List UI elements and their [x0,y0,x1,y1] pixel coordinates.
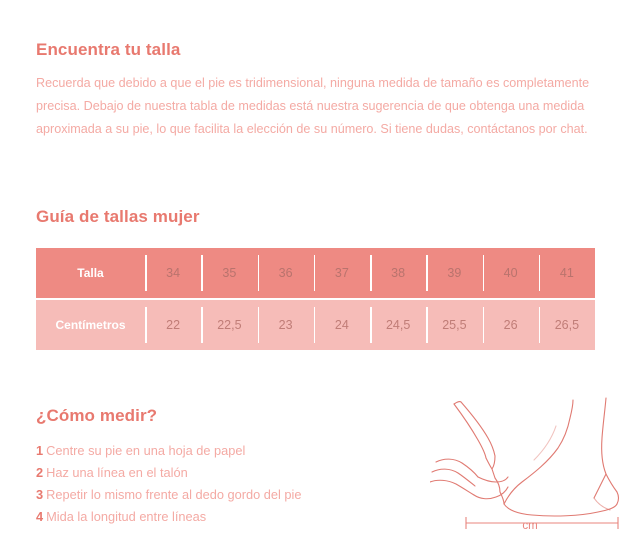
table-cell-talla-0: 34 [145,248,202,300]
step-number-1: 1 [36,443,44,458]
table-cell-talla-2: 36 [257,248,314,300]
table-cell-talla-3: 37 [313,248,370,300]
table-cell-talla-1: 35 [201,248,258,300]
table-cell-cm-0: 22 [145,299,201,350]
step-number-3: 3 [36,487,44,502]
intro-paragraph: Recuerda que debido a que el pie es trid… [36,76,590,136]
list-item: 3 Repetir lo mismo frente al dedo gordo d… [36,484,376,506]
size-guide-title: Guía de tallas mujer [36,207,200,226]
list-item: 2 Haz una línea en el talón [36,462,376,484]
how-to-measure-steps: 1 Centre su pie en una hoja de papel 2 Haz… [36,440,376,528]
table-cell-cm-3: 24 [313,299,370,350]
foot-measurement-illustration: cm [430,396,630,551]
row-header-centimetros: Centímetros [55,318,126,332]
table-cell-cm-4: 24,5 [370,299,426,350]
step-number-2: 2 [36,465,44,480]
table-cell-talla-7: 41 [538,248,595,300]
how-to-measure-title: ¿Cómo medir? [36,406,158,425]
step-number-4: 4 [36,509,44,524]
table-cell-cm-6: 26 [482,299,539,350]
table-cell-talla-5: 39 [426,248,483,300]
table-cell-cm-7: 26,5 [538,299,595,350]
foot-diagram-icon [430,397,620,529]
table-cell-cm-5: 25,5 [426,299,482,350]
step-text-3: Repetir lo mismo frente al dedo gordo de… [46,487,302,502]
table-cell-cm-1: 22,5 [201,299,257,350]
row-header-talla: Talla [36,248,145,300]
measurement-unit-label: cm [522,520,538,532]
list-item: 1 Centre su pie en una hoja de papel [36,440,376,462]
step-text-1: Centre su pie en una hoja de papel [46,443,246,458]
size-guide-table: Talla 34 35 36 37 38 39 40 41 Centímetro… [36,248,595,350]
step-text-2: Haz una línea en el talón [46,465,188,480]
table-row-talla: Talla 34 35 36 37 38 39 40 41 [36,248,595,300]
table-cell-cm-2: 23 [257,299,314,350]
page-title: Encuentra tu talla [36,40,181,59]
measure-line-icon [465,517,619,529]
table-row-centimetros: Centímetros 22 22,5 23 24 24,5 25,5 26 2… [36,299,595,350]
list-item: 4 Mida la longitud entre líneas [36,506,376,528]
table-cell-talla-6: 40 [482,248,539,300]
step-text-4: Mida la longitud entre líneas [46,509,207,524]
table-cell-talla-4: 38 [370,248,427,300]
